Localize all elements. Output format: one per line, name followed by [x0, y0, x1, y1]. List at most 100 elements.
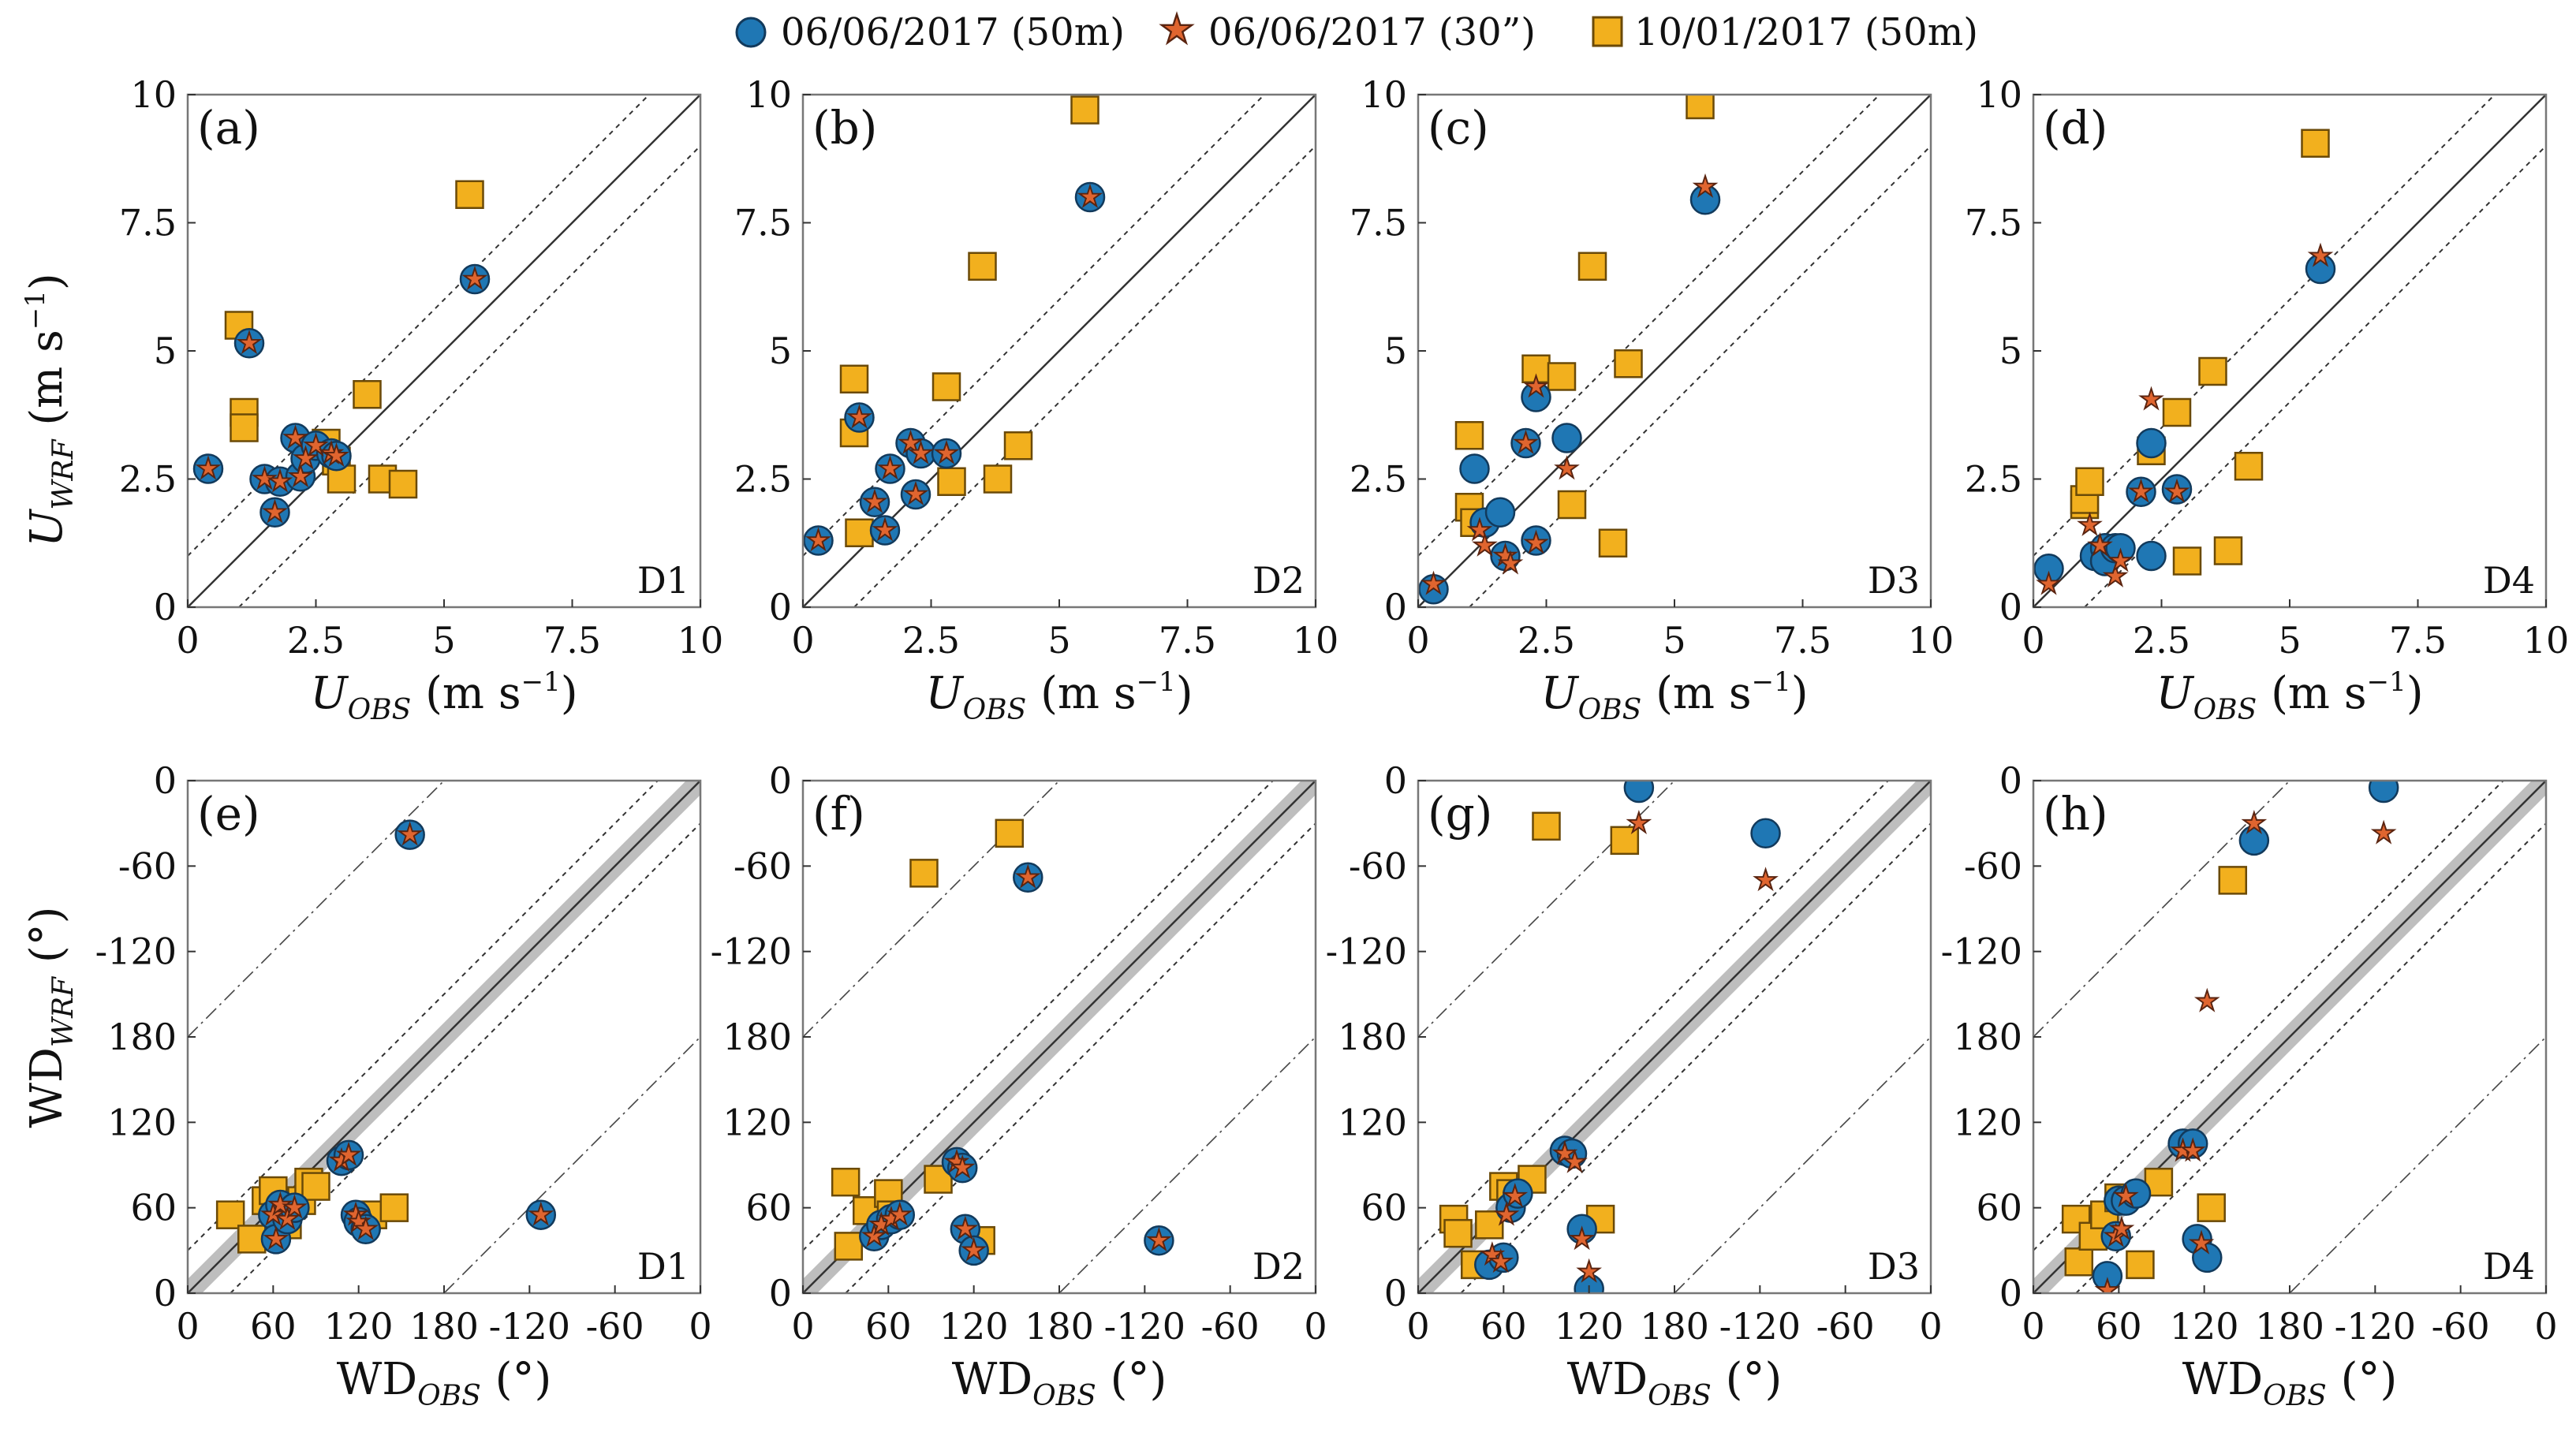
point-square	[983, 464, 1013, 494]
point-circle	[1459, 453, 1490, 484]
lower-bound-line	[230, 822, 700, 1293]
y-tick-label: 2.5	[1965, 458, 2022, 501]
wrap-line-lower	[2289, 1036, 2546, 1293]
one-to-one-line	[2033, 95, 2546, 607]
plot-area	[2033, 95, 2546, 607]
wrap-line-upper	[188, 781, 445, 1038]
x-tick-label: 180	[1025, 1305, 1094, 1348]
x-tick-label: -60	[2432, 1305, 2490, 1348]
panel-f-d2-direction: 006060120120180180-120-120-60-6000(f)D2W…	[711, 759, 1327, 1412]
point-square	[845, 518, 874, 547]
y-tick-label: 5	[154, 330, 177, 372]
x-axis-label: UOBS (m s−1)	[1540, 666, 1808, 726]
domain-label: D4	[2483, 559, 2535, 602]
panel-label: (f)	[812, 787, 865, 841]
x-tick-label: 180	[409, 1305, 479, 1348]
point-square	[1454, 421, 1484, 450]
x-tick-label: -60	[1816, 1305, 1875, 1348]
point-star	[2373, 822, 2395, 842]
point-square	[2172, 546, 2202, 576]
x-tick-label: 2.5	[2133, 619, 2190, 662]
x-tick-label: 120	[2170, 1305, 2239, 1348]
point-circle	[1750, 818, 1781, 849]
panel-h-d4-direction: 006060120120180180-120-120-60-6000(h)D4W…	[1941, 759, 2558, 1412]
panel-b-d2-speed: 00 2.5 2.5 5 5 7.5 7.5 10 10 (b) D2 UOBS (m s−1)	[734, 73, 1338, 726]
x-tick-label: 5	[1047, 619, 1070, 662]
y-tick-label: 7.5	[734, 202, 792, 244]
x-tick-label: 10	[678, 619, 724, 662]
x-tick-label: 0	[2022, 619, 2044, 662]
point-square	[1475, 1210, 1504, 1240]
point-square	[301, 1172, 330, 1201]
point-square	[1532, 811, 1561, 841]
y-tick-label: 120	[1338, 1101, 1407, 1143]
x-tick-label: 0	[176, 619, 199, 662]
point-circle	[2238, 825, 2270, 856]
y-tick-label: 60	[130, 1187, 177, 1229]
point-square	[1686, 95, 1715, 120]
upper-bound-line	[803, 95, 1265, 557]
point-square	[834, 1232, 864, 1261]
y-tick-label: 0	[1999, 586, 2022, 628]
y-tick-label: -120	[711, 930, 792, 973]
y-tick-label: 0	[154, 759, 177, 802]
point-circle	[2136, 427, 2167, 459]
y-tick-label: -60	[1964, 845, 2022, 887]
panel-g-d3-direction: 006060120120180180-120-120-60-6000(g)D3W…	[1326, 759, 1943, 1412]
y-tick-label: 2.5	[1350, 458, 1407, 501]
y-tick-label: 60	[1361, 1187, 1407, 1229]
point-square	[2075, 467, 2104, 496]
x-tick-label: 0	[2534, 1305, 2557, 1348]
domain-label: D2	[1253, 559, 1305, 602]
x-tick-label: 60	[2096, 1305, 2142, 1348]
x-tick-label: -60	[586, 1305, 644, 1348]
one-to-one-line	[188, 95, 700, 607]
x-tick-label: 10	[2523, 619, 2570, 662]
panel-label: (e)	[197, 787, 260, 841]
wrap-line-upper	[2033, 781, 2290, 1038]
y-tick-label: 0	[1384, 1272, 1407, 1314]
point-square	[2126, 1250, 2155, 1280]
wrap-line-upper	[803, 781, 1060, 1038]
x-tick-label: 7.5	[1159, 619, 1216, 662]
wrap-line-lower	[1058, 1036, 1316, 1293]
upper-bound-line	[1418, 95, 1880, 557]
point-square	[2198, 356, 2227, 386]
x-tick-label: 10	[1908, 619, 1954, 662]
y-tick-label: 2.5	[119, 458, 177, 501]
y-tick-label: 5	[769, 330, 792, 372]
legend-square-marker	[1592, 16, 1623, 47]
point-square	[1557, 490, 1587, 520]
y-tick-label: 0	[1384, 586, 1407, 628]
point-circle	[1551, 423, 1582, 453]
y-tick-label: 60	[1976, 1187, 2022, 1229]
direction-ylabel: WDWRF (°)	[21, 906, 80, 1128]
point-square	[2064, 1247, 2094, 1277]
point-square	[1547, 362, 1577, 391]
upper-bound-line	[1418, 781, 1889, 1251]
x-axis-label: UOBS (m s−1)	[2156, 666, 2423, 726]
point-square	[968, 252, 997, 281]
point-star	[2141, 389, 2162, 408]
panel-label: (g)	[1428, 787, 1492, 841]
point-square	[2197, 1193, 2226, 1222]
x-tick-label: 5	[2278, 619, 2301, 662]
x-tick-label: 180	[2255, 1305, 2324, 1348]
y-tick-label: 0	[154, 586, 177, 628]
y-tick-label: 0	[769, 759, 792, 802]
x-axis-label: WDOBS (°)	[952, 1354, 1167, 1412]
x-tick-label: 7.5	[2389, 619, 2447, 662]
x-tick-label: 5	[1663, 619, 1686, 662]
y-tick-label: -60	[1349, 845, 1407, 887]
panel-label: (a)	[197, 101, 260, 155]
x-tick-label: 10	[1293, 619, 1339, 662]
point-square	[995, 818, 1025, 848]
x-tick-label: 7.5	[543, 619, 601, 662]
point-square	[1598, 528, 1628, 557]
point-square	[839, 364, 869, 393]
plot-area	[803, 95, 1316, 607]
domain-label: D1	[637, 1245, 689, 1288]
y-tick-label: 5	[1384, 330, 1407, 372]
x-tick-label: 0	[1406, 619, 1429, 662]
